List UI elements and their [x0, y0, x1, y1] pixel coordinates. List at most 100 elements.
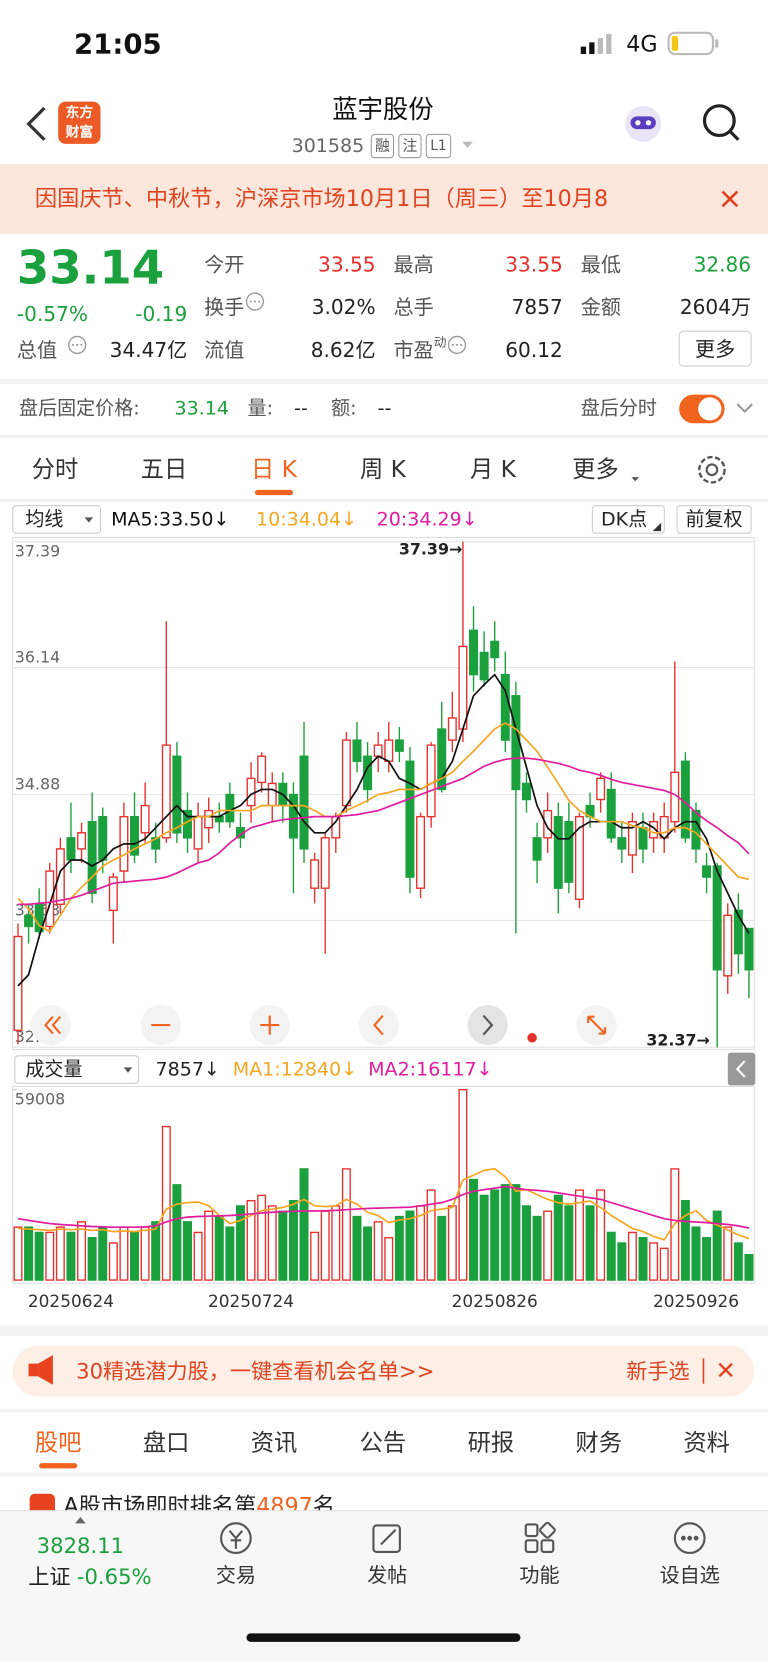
notice-bar	[0, 164, 768, 234]
tool-button[interactable]	[676, 505, 752, 534]
volume-bar	[426, 1189, 436, 1281]
index-caret	[75, 1517, 86, 1524]
search-icon[interactable]	[702, 104, 740, 141]
price: 33.14	[17, 241, 164, 295]
volume-bar	[172, 1184, 182, 1281]
volume-bar	[98, 1226, 108, 1281]
index-value[interactable]: 3828.11	[37, 1533, 124, 1558]
tool-circle[interactable]	[358, 1005, 399, 1046]
volume-bar	[130, 1231, 140, 1281]
change-pct: -0.57%	[17, 302, 88, 326]
tab[interactable]: 周 K	[360, 456, 407, 483]
candle-body	[341, 739, 351, 807]
ma-line	[17, 722, 750, 933]
candle-body	[373, 744, 383, 757]
volume-bar	[712, 1210, 722, 1281]
sub-tab[interactable]: 财务	[575, 1429, 622, 1456]
volume-bar	[34, 1231, 44, 1281]
indicator-select[interactable]	[12, 505, 102, 534]
indicator-select[interactable]	[14, 1055, 140, 1084]
field-label: 最高	[394, 253, 434, 277]
volume-bar	[723, 1226, 733, 1281]
volume-bar	[585, 1205, 595, 1281]
candle-body	[416, 815, 426, 889]
info-dot	[258, 300, 261, 303]
nav-label[interactable]: 交易	[216, 1563, 256, 1587]
sub-tab[interactable]: 盘口	[143, 1429, 190, 1456]
field-label-text: 最低	[581, 253, 621, 277]
candle-body	[744, 927, 754, 971]
info-icon	[447, 335, 467, 355]
volume-bar	[733, 1242, 743, 1281]
sub-tab[interactable]: 资讯	[251, 1429, 298, 1456]
tab[interactable]: 分时	[32, 456, 79, 483]
candle-body	[723, 914, 733, 977]
more-button[interactable]	[678, 330, 752, 367]
logo-text: 东方	[66, 104, 94, 121]
candle-body	[405, 760, 415, 878]
logo[interactable]	[58, 101, 101, 144]
volume-bar	[617, 1242, 627, 1281]
stock-code: 301585	[292, 135, 365, 157]
close-button[interactable]	[721, 190, 739, 208]
price-chart-frame	[12, 536, 755, 1050]
volume-chart: 59008 20250624 20250724 20250826 20250926	[12, 1088, 754, 1311]
divider	[0, 1325, 768, 1337]
settings-icon[interactable]	[698, 455, 726, 484]
expand-icon[interactable]	[736, 403, 753, 414]
field-label-text: 总手	[394, 295, 434, 319]
tool-circle[interactable]	[30, 1005, 71, 1046]
candle-body	[77, 832, 87, 850]
field-value: 3.02%	[312, 295, 376, 319]
volume-bar	[225, 1226, 235, 1281]
volume-bar	[55, 1226, 65, 1281]
volume-bar	[511, 1184, 521, 1281]
nav-label[interactable]: 发帖	[367, 1563, 407, 1587]
toggle[interactable]	[679, 394, 725, 424]
nav-label[interactable]: 设自选	[660, 1563, 720, 1587]
candle-body	[352, 739, 362, 762]
assistant-icon[interactable]	[625, 105, 662, 142]
sub-tab[interactable]: 公告	[360, 1429, 407, 1456]
candle-body	[712, 865, 722, 971]
sub-tab[interactable]: 股吧	[35, 1429, 82, 1456]
candle-body	[437, 728, 447, 791]
volume-bar	[521, 1205, 531, 1281]
field-label: 市盈动	[394, 334, 447, 362]
collapse-tab[interactable]	[727, 1052, 756, 1086]
volume-bar	[24, 1226, 34, 1281]
volume-bar	[702, 1237, 712, 1281]
candle-body	[394, 739, 404, 752]
volume-bar	[267, 1205, 277, 1281]
ad-action[interactable]: 新手选	[626, 1359, 689, 1384]
sub-tab[interactable]: 资料	[683, 1429, 730, 1456]
tab-underline	[254, 489, 294, 496]
tab[interactable]: 更多	[572, 456, 619, 483]
candle-body	[553, 815, 563, 889]
volume-bar	[596, 1189, 606, 1281]
close-button[interactable]	[718, 1362, 733, 1378]
volume-bar	[331, 1205, 341, 1281]
ad-banner[interactable]	[12, 1345, 755, 1397]
index-name: 上证	[28, 1564, 70, 1589]
ma-line	[17, 1167, 750, 1241]
candle-body	[543, 809, 553, 839]
sub-tab[interactable]: 研报	[468, 1429, 515, 1456]
tab[interactable]: 五日	[141, 456, 188, 483]
back-button[interactable]	[26, 106, 46, 141]
field-label-sup: 动	[434, 334, 447, 349]
tags: 融 注 L1	[370, 133, 473, 159]
tool-circle[interactable]	[467, 1005, 508, 1046]
volume-chart-frame	[12, 1085, 755, 1284]
volume-bar	[649, 1242, 659, 1281]
tool-button[interactable]	[591, 505, 665, 534]
tab[interactable]: 月 K	[470, 456, 517, 483]
nav-label[interactable]: 功能	[519, 1563, 559, 1587]
ma-line	[17, 673, 750, 987]
tab[interactable]: 日 K	[251, 456, 298, 483]
candle-body	[204, 809, 214, 829]
indicator-name: 均线	[25, 508, 63, 530]
news-text[interactable]: A股市场即时排名第4897名	[63, 1493, 335, 1519]
volume-bar	[257, 1194, 267, 1281]
y-tick-label: 36.14	[15, 648, 60, 667]
